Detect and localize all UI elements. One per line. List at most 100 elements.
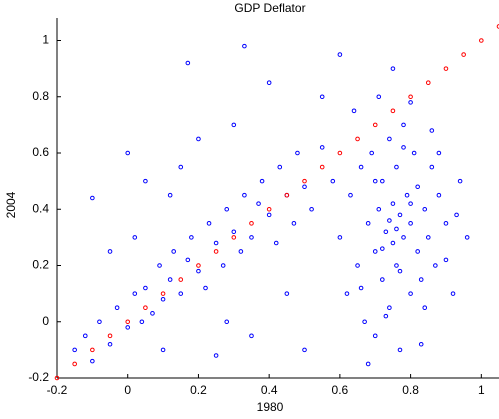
point [284,192,290,198]
point [302,347,307,353]
point [404,192,410,198]
point [390,201,396,206]
point [376,206,382,212]
y-tick-label: -0.2 [28,370,49,384]
point [249,221,254,226]
point [344,291,350,296]
point [443,66,449,71]
point [213,249,219,254]
y-axis-label: 2004 [4,191,18,218]
point [394,164,399,170]
point [242,43,247,49]
point [422,305,428,310]
point [284,291,290,296]
point [54,375,60,381]
point [256,201,261,206]
point [90,358,95,364]
point [464,235,470,240]
point [266,212,272,218]
point [355,136,360,142]
point [436,150,442,156]
point [425,235,431,240]
point [132,235,138,240]
point [443,221,449,226]
point [408,291,413,296]
point [319,164,325,170]
point [383,229,389,235]
point [160,347,166,353]
point [397,347,403,353]
point [380,178,385,184]
point [249,333,254,339]
point [355,263,360,268]
point [143,305,148,310]
point [369,150,375,156]
point [372,122,378,128]
point [429,128,435,133]
x-tick-label: 0 [124,383,131,397]
point [365,361,371,367]
x-tick-label: 0.2 [190,383,207,397]
point [411,150,417,156]
point [160,291,166,296]
point [213,240,219,246]
point [107,333,113,339]
point [372,178,378,184]
point [408,100,413,105]
point [150,311,155,316]
point [358,285,364,291]
point [443,257,449,263]
point [319,94,325,100]
point [231,229,237,235]
point [206,221,212,226]
point [203,285,208,291]
point [397,212,403,218]
point [143,285,148,291]
point [387,136,392,142]
point [380,246,385,251]
point [394,226,399,232]
point [277,164,283,170]
point [242,192,247,198]
x-tick-label: 1 [478,383,485,397]
point [107,249,113,254]
point [132,291,138,296]
point [125,150,131,156]
point [422,206,428,212]
point [365,221,371,226]
point [72,361,77,367]
point [351,108,357,114]
point [309,206,314,212]
point [415,249,420,254]
point [249,235,254,240]
point [125,325,131,330]
point [125,319,131,325]
point [178,164,184,170]
point [266,206,272,212]
point [185,257,191,263]
point [259,178,265,184]
point [178,291,184,296]
chart-title: GDP Deflator [234,1,305,15]
point [479,38,484,43]
point [408,221,413,226]
point [266,80,272,85]
point [330,178,336,184]
x-tick-label: 0.8 [402,383,419,397]
point [401,235,406,240]
point [418,341,424,347]
point [167,192,173,198]
point [143,178,148,184]
point [457,178,463,184]
point [425,80,431,85]
y-tick-label: 0.6 [32,145,49,159]
point [461,52,466,57]
y-tick-label: 0.4 [32,201,49,215]
point [185,60,191,66]
point [114,305,120,310]
point [171,249,176,254]
point [337,52,343,57]
point [196,268,201,274]
point [302,178,307,184]
